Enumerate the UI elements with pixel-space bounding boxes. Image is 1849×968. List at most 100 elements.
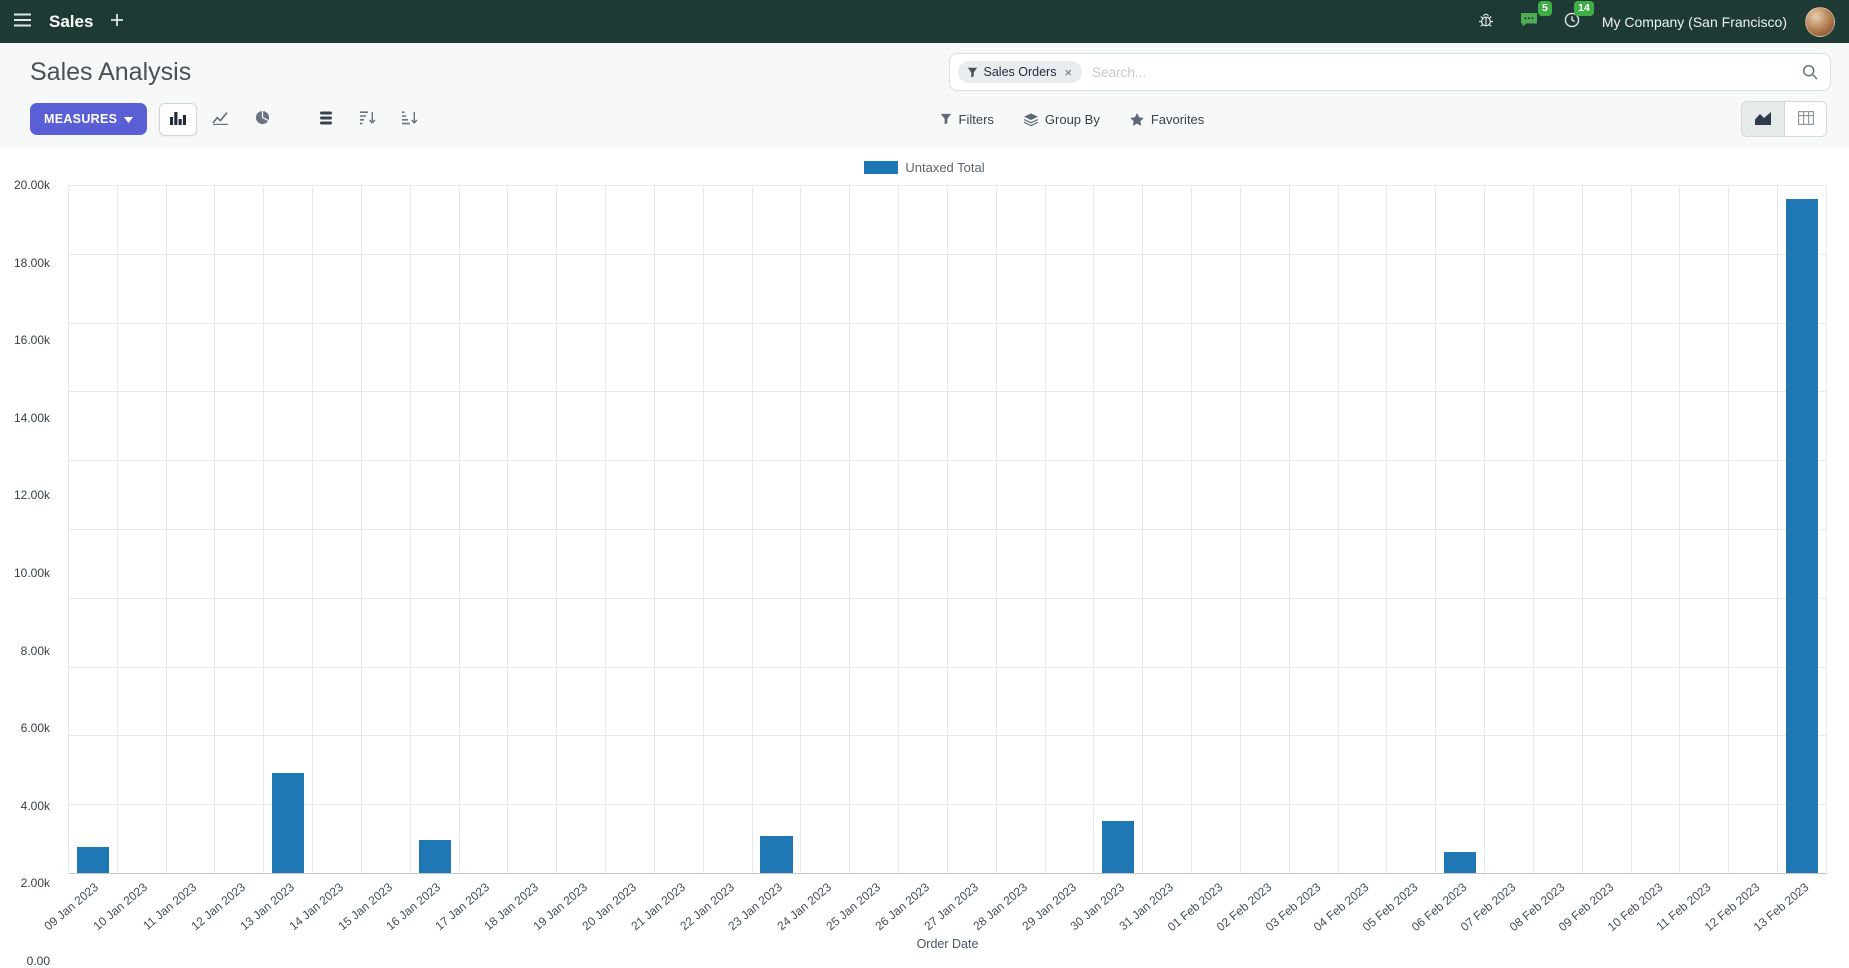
chart-column [1729,185,1778,873]
plot-area [68,185,1827,874]
y-tick-label: 2.00k [20,876,50,891]
debug-mode-button[interactable] [1474,8,1498,35]
sort-descending-button[interactable] [349,103,387,136]
app-name[interactable]: Sales [49,11,94,31]
bar[interactable] [1785,198,1818,873]
caret-down-icon [124,112,134,126]
layers-icon [1023,112,1038,126]
activities-badge: 14 [1574,1,1594,16]
new-window-plus-button[interactable] [107,10,127,33]
chart-column [1046,185,1095,873]
page-title: Sales Analysis [30,57,192,86]
bar[interactable] [76,847,109,873]
filters-funnel-icon [940,113,952,125]
line-chart-type-button[interactable] [201,103,239,136]
chart-column [1290,185,1339,873]
chart-column [460,185,509,873]
chart-legend[interactable]: Untaxed Total [0,153,1849,181]
x-tick-label: 10 Jan 2023 [90,880,151,934]
chart-column [1387,185,1437,873]
plus-icon [111,14,124,29]
chart-column [557,185,607,873]
measures-button[interactable]: MEASURES [30,103,148,135]
y-tick-label: 20.00k [13,178,50,192]
table-grid-icon [1797,110,1814,128]
user-avatar[interactable] [1805,6,1835,37]
bar[interactable] [760,835,793,873]
chart-column [606,185,655,873]
y-tick-label: 16.00k [13,333,50,348]
favorites-label: Favorites [1150,111,1205,127]
chart-column [655,185,704,873]
graph-view-button[interactable] [1742,102,1784,136]
chart-column [850,185,900,873]
bar[interactable] [1444,851,1477,873]
y-tick-label: 10.00k [13,566,50,580]
search-input[interactable] [1092,64,1802,80]
bar-chart-type-button[interactable] [159,102,198,136]
chart-column [215,185,265,873]
activities-button[interactable]: 14 [1560,1,1594,35]
chart-column [1241,185,1290,873]
legend-label: Untaxed Total [905,159,985,175]
group-by-label: Group By [1044,111,1100,127]
sort-ascending-icon [402,110,418,128]
sort-ascending-button[interactable] [391,103,429,136]
chart-column [948,185,997,873]
star-icon [1130,112,1144,126]
chart-column [1583,185,1632,873]
chart-column [1534,185,1583,873]
chart-column [167,185,216,873]
chart-column [1436,185,1486,873]
y-tick-label: 18.00k [13,255,50,270]
filters-label: Filters [958,111,994,127]
chart-column [801,185,851,873]
group-by-button[interactable]: Group By [1023,111,1100,127]
view-switcher [1741,101,1827,137]
messages-badge: 5 [1537,1,1552,16]
chart-column [264,185,314,873]
facet-remove-icon[interactable]: × [1064,64,1073,80]
hamburger-icon [14,13,31,30]
stacked-toggle-button[interactable] [307,103,345,136]
chart-column [69,185,118,873]
y-tick-label: 0.00 [26,954,50,968]
chart-column [1339,185,1388,873]
y-tick-label: 8.00k [20,643,50,658]
bar[interactable] [418,840,451,873]
messages-button[interactable]: 5 [1516,1,1552,35]
plot-cells [69,185,1827,873]
legend-swatch [864,160,899,174]
pie-chart-icon [255,110,270,128]
chart-column [411,185,460,873]
chart-region: Untaxed Total 20.00k 18.00k 16.00k 14.00k 12… [0,147,1849,968]
apps-menu-button[interactable] [10,9,35,34]
chart-column [1192,185,1241,873]
sort-descending-icon [360,110,376,128]
chart-column [1778,185,1827,873]
y-tick-label: 12.00k [13,488,50,503]
filters-button[interactable]: Filters [940,112,994,127]
pivot-view-button[interactable] [1784,102,1826,136]
search-facet-sales-orders[interactable]: Sales Orders × [957,61,1083,83]
company-switcher[interactable]: My Company (San Francisco) [1601,13,1787,30]
chart-column [1485,185,1534,873]
chart-column [704,185,753,873]
bar[interactable] [1102,821,1135,873]
search-magnifier-icon[interactable] [1802,64,1818,80]
favorites-button[interactable]: Favorites [1130,112,1204,127]
chart-column [1680,185,1730,873]
bar[interactable] [272,773,305,873]
chart-column [997,185,1046,873]
x-axis-title: Order Date [916,937,979,951]
measures-label: MEASURES [44,112,118,126]
line-chart-icon [212,111,229,128]
chart-column [362,185,411,873]
search-bar[interactable]: Sales Orders × [948,53,1831,91]
control-panel: Sales Analysis Sales Orders × MEASURES [0,43,1849,147]
top-navbar: Sales 5 14 [0,0,1849,43]
plot-wrap: 20.00k 18.00k 16.00k 14.00k 12.00k 10.00k 8.00… [14,178,1827,968]
area-chart-icon [1755,111,1771,128]
pie-chart-type-button[interactable] [243,103,281,136]
chart-column [313,185,362,873]
